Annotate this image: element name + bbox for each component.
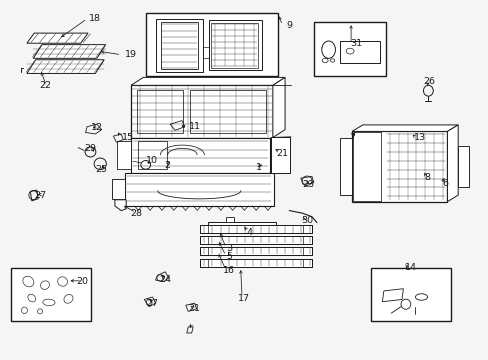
Text: 27: 27 [34,191,46,199]
Polygon shape [457,146,468,187]
Bar [313,22,386,76]
Polygon shape [447,125,457,202]
Text: 2: 2 [164,161,170,170]
Bar [11,268,91,321]
Text: 11: 11 [188,122,200,131]
Text: 16: 16 [223,266,234,275]
Polygon shape [339,138,351,195]
Text: 29: 29 [84,144,96,153]
Polygon shape [115,200,126,211]
Bar [303,225,311,233]
Text: 13: 13 [413,133,425,142]
Text: 17: 17 [237,294,249,302]
Polygon shape [131,77,285,85]
Text: 31: 31 [349,40,361,49]
Bar [199,247,311,255]
Bar [370,268,450,321]
Bar [137,90,183,133]
Text: 25: 25 [96,165,107,174]
Bar [131,138,270,173]
Bar [211,23,257,68]
Text: 10: 10 [145,156,157,165]
Text: 23: 23 [302,180,313,189]
Polygon shape [112,179,124,199]
Bar [209,20,262,70]
Bar [138,141,166,169]
Text: 3: 3 [225,244,231,253]
Bar [199,225,208,233]
Text: 8: 8 [424,173,430,181]
Text: 20: 20 [76,277,88,286]
Text: 28: 28 [130,209,142,217]
Polygon shape [225,217,233,222]
Polygon shape [117,141,131,169]
Polygon shape [27,33,88,43]
Bar [351,131,447,202]
Text: 14: 14 [404,263,416,271]
Bar [199,259,208,267]
Polygon shape [351,125,457,131]
Text: 1: 1 [256,163,262,172]
Polygon shape [27,60,104,73]
Bar [303,259,311,267]
Bar [161,22,198,69]
Bar [271,137,289,173]
Text: 24: 24 [159,274,171,284]
Text: 18: 18 [89,14,101,23]
Bar [199,236,311,244]
Text: 15: 15 [122,133,134,142]
Bar [352,132,381,201]
Bar [303,236,311,244]
Text: 30: 30 [301,216,312,225]
Text: 27: 27 [146,299,158,307]
Polygon shape [207,222,276,228]
Bar [339,41,379,63]
Bar [303,247,311,255]
Bar [124,173,273,206]
Text: 7: 7 [348,133,354,142]
Text: 19: 19 [125,50,137,59]
Text: 26: 26 [423,77,434,85]
Text: 12: 12 [91,123,102,132]
Text: 21: 21 [188,305,200,313]
Bar [131,85,272,138]
Polygon shape [33,45,105,58]
Bar [199,259,311,267]
Text: 22: 22 [39,81,51,90]
Text: 9: 9 [286,21,292,30]
Text: 5: 5 [225,252,231,261]
Bar [199,225,311,233]
Bar [145,13,277,76]
Polygon shape [272,77,285,138]
Bar [155,19,203,72]
Text: 4: 4 [246,228,252,237]
Bar [199,236,208,244]
Text: 21: 21 [276,149,288,158]
Bar [189,90,265,133]
Text: 6: 6 [441,179,447,188]
Bar [199,247,208,255]
